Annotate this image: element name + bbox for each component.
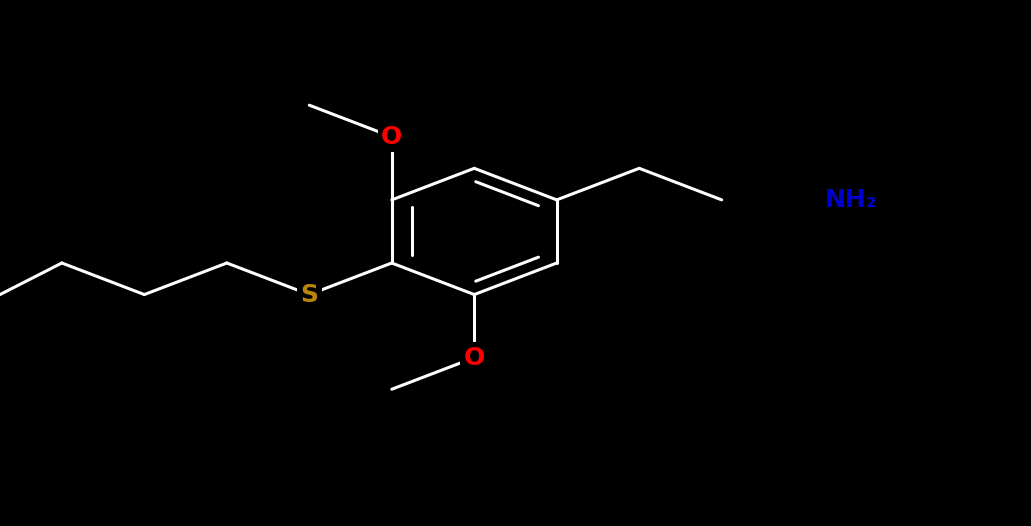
Text: S: S — [300, 282, 319, 307]
Text: O: O — [464, 346, 485, 370]
Text: NH₂: NH₂ — [825, 188, 877, 212]
Text: O: O — [381, 125, 402, 149]
